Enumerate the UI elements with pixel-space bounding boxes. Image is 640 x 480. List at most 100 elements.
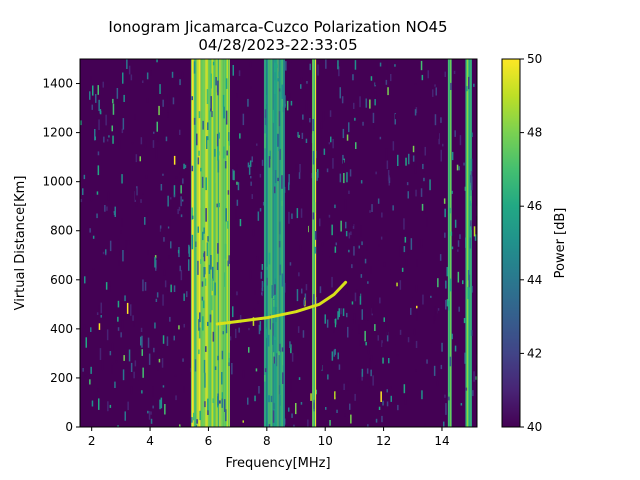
noise-speck: [415, 340, 418, 348]
noise-speck: [261, 159, 264, 166]
noise-speck: [315, 389, 317, 395]
noise-speck: [343, 173, 345, 184]
noise-speck: [295, 131, 297, 135]
noise-speck: [431, 118, 433, 124]
y-axis: 0 200 400 600 800 1000 1200 1400: [42, 77, 80, 434]
noise-speck: [308, 226, 311, 235]
noise-speck: [155, 266, 157, 271]
colorbar-tick-label: 42: [527, 346, 542, 360]
noise-speck: [229, 288, 232, 295]
noise-speck: [474, 234, 477, 241]
noise-speck: [457, 271, 460, 283]
noise-speck: [247, 397, 249, 405]
noise-speck: [389, 269, 391, 275]
noise-speck: [440, 364, 443, 370]
noise-speck: [284, 386, 287, 390]
noise-speck: [365, 98, 367, 108]
noise-speck: [451, 151, 454, 161]
noise-speck: [337, 226, 339, 236]
noise-speck: [239, 315, 242, 324]
noise-speck: [235, 209, 237, 221]
noise-speck: [119, 250, 122, 256]
noise-speck: [288, 182, 290, 191]
noise-speck: [159, 84, 161, 94]
noise-speck: [90, 327, 92, 332]
noise-speck: [118, 139, 121, 150]
noise-speck: [96, 213, 98, 219]
noise-speck: [340, 220, 342, 232]
noise-speck: [250, 176, 252, 179]
noise-speck: [461, 79, 464, 82]
noise-speck: [142, 279, 144, 292]
noise-speck: [336, 409, 338, 413]
noise-speck: [181, 199, 184, 202]
noise-speck: [342, 308, 345, 317]
noise-speck: [459, 234, 461, 239]
noise-speck: [319, 286, 322, 294]
noise-speck: [108, 284, 111, 292]
noise-speck: [183, 323, 185, 328]
noise-speck: [251, 194, 253, 199]
noise-speck: [181, 367, 183, 375]
noise-speck: [372, 375, 374, 386]
noise-speck: [347, 326, 349, 338]
noise-speck: [416, 305, 418, 309]
noise-speck: [332, 139, 334, 149]
noise-speck: [349, 169, 352, 177]
noise-speck: [284, 205, 287, 216]
noise-speck: [188, 244, 190, 254]
noise-speck: [361, 241, 363, 246]
y-tick-label: 0: [65, 420, 73, 434]
noise-speck: [98, 323, 101, 330]
noise-speck: [462, 280, 464, 285]
noise-speck: [351, 264, 353, 269]
noise-speck: [141, 72, 143, 81]
noise-speck: [239, 219, 242, 227]
noise-speck: [415, 369, 417, 372]
noise-speck: [407, 250, 409, 255]
noise-speck: [378, 244, 380, 247]
noise-speck: [105, 249, 107, 254]
noise-speck: [309, 118, 311, 123]
noise-speck: [334, 391, 336, 400]
noise-speck: [434, 306, 436, 314]
noise-speck: [148, 353, 151, 365]
noise-speck: [460, 403, 463, 406]
noise-speck: [285, 61, 287, 71]
noise-speck: [299, 164, 301, 173]
noise-speck: [144, 140, 147, 149]
noise-speck: [381, 340, 383, 347]
noise-speck: [178, 206, 181, 211]
noise-speck: [261, 292, 263, 295]
noise-speck: [96, 118, 99, 130]
y-axis-label: Virtual Distance[Km]: [13, 176, 28, 311]
noise-speck: [99, 348, 102, 360]
noise-speck: [323, 425, 326, 427]
noise-speck: [98, 398, 100, 410]
noise-speck: [142, 80, 144, 83]
noise-speck: [121, 320, 124, 329]
noise-speck: [359, 89, 362, 101]
noise-speck: [135, 188, 137, 200]
noise-speck: [102, 81, 104, 88]
noise-speck: [329, 255, 332, 259]
noise-speck: [248, 347, 250, 353]
noise-speck: [370, 423, 373, 427]
noise-speck: [296, 208, 299, 219]
noise-speck: [440, 399, 443, 406]
noise-speck: [167, 295, 169, 308]
noise-speck: [414, 109, 417, 116]
x-tick-label: 2: [88, 434, 96, 448]
noise-speck: [454, 219, 457, 228]
noise-speck: [353, 102, 355, 109]
noise-speck: [118, 260, 120, 266]
noise-speck: [115, 360, 118, 364]
noise-speck: [289, 93, 291, 98]
noise-speck: [383, 317, 385, 322]
noise-speck: [473, 226, 476, 237]
noise-speck: [430, 295, 432, 298]
noise-speck: [291, 413, 293, 418]
noise-speck: [173, 185, 176, 197]
noise-speck: [359, 293, 362, 305]
noise-speck: [326, 168, 329, 173]
